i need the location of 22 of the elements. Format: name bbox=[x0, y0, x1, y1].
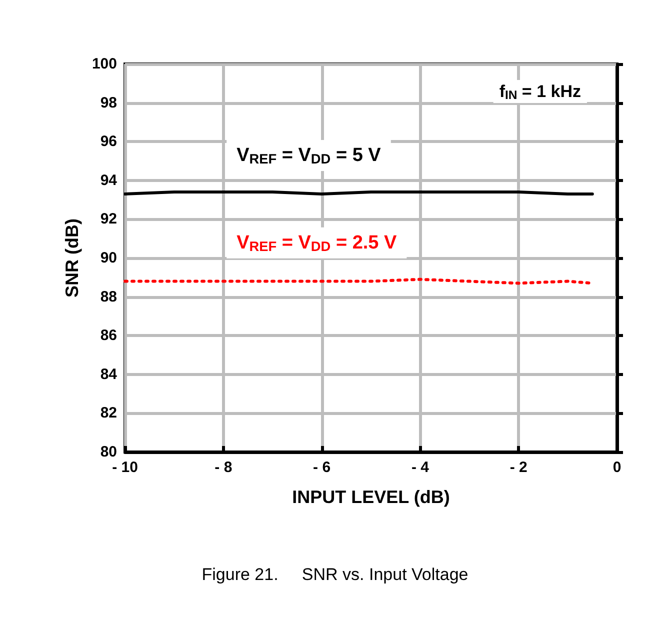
y-tick-label: 98 bbox=[100, 94, 117, 112]
y-tick-label: 100 bbox=[92, 56, 117, 72]
x-axis-title: INPUT LEVEL (dB) bbox=[292, 487, 450, 507]
y-tick-label: 94 bbox=[100, 172, 118, 189]
y-tick-label: 86 bbox=[100, 327, 117, 344]
y-tick-label: 82 bbox=[100, 404, 117, 422]
y-tick-label: 90 bbox=[100, 250, 117, 266]
x-tick-label: - 10 bbox=[112, 459, 138, 476]
y-tick-label: 92 bbox=[100, 210, 117, 228]
series-label: VREF = VDD = 2.5 V bbox=[236, 232, 398, 254]
y-axis-title: SNR (dB) bbox=[62, 218, 82, 298]
y-tick-label: 96 bbox=[100, 133, 117, 150]
x-tick-label: - 4 bbox=[411, 459, 430, 476]
y-tick-label: 88 bbox=[100, 288, 117, 306]
x-tick-label: - 2 bbox=[510, 459, 528, 476]
x-tick-label: - 8 bbox=[214, 459, 232, 476]
x-tick-label: 0 bbox=[612, 459, 622, 476]
y-tick-label: 80 bbox=[100, 444, 117, 460]
x-tick-label: - 6 bbox=[313, 459, 331, 476]
series-label: VREF = VDD = 5 V bbox=[236, 145, 382, 167]
text: Figure 21. SNR vs. Input Voltage bbox=[202, 565, 468, 584]
y-tick-label: 84 bbox=[100, 366, 118, 383]
